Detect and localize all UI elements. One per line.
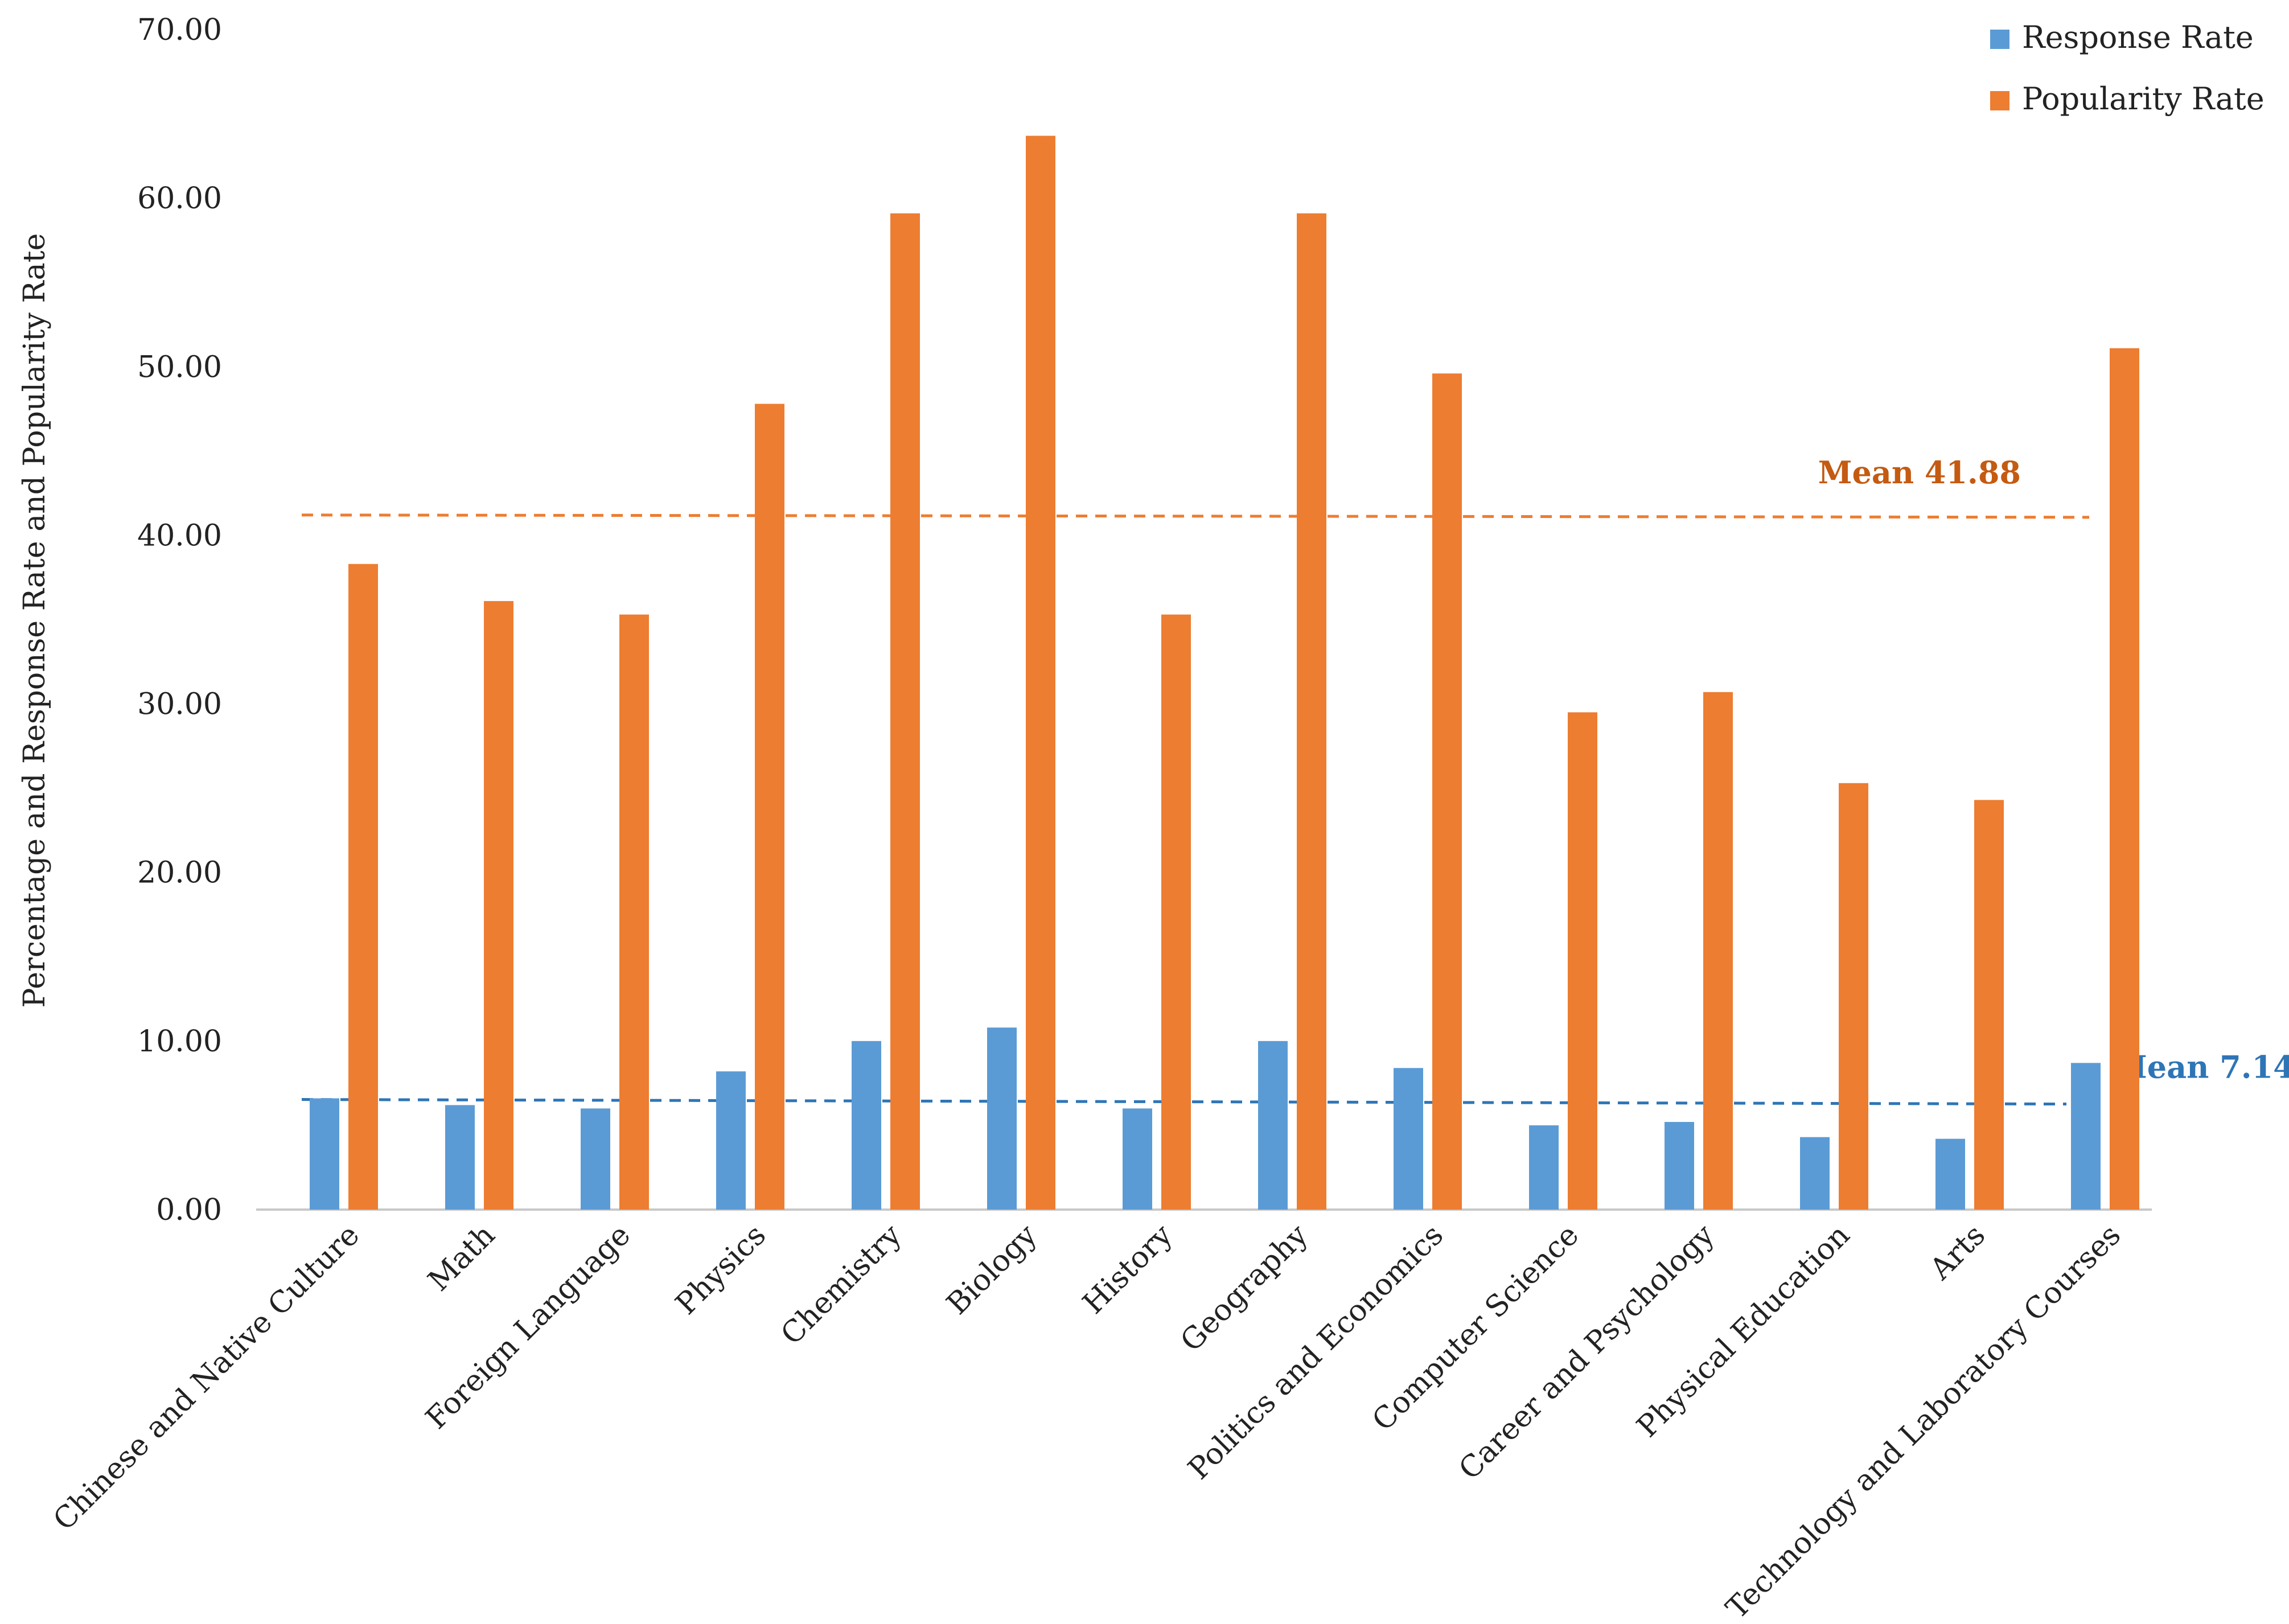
bar-response-rate bbox=[1258, 1041, 1288, 1210]
x-tick-label: Career and Psychology bbox=[1452, 1218, 1721, 1486]
bar-response-rate bbox=[1665, 1122, 1694, 1210]
y-tick-label: 50.00 bbox=[137, 350, 222, 384]
bar-popularity-rate bbox=[890, 213, 920, 1210]
bar-popularity-rate bbox=[1568, 712, 1597, 1210]
bar-response-rate bbox=[1529, 1125, 1559, 1210]
y-tick-label: 30.00 bbox=[137, 688, 222, 722]
x-tick-label: Physics bbox=[669, 1218, 772, 1322]
bar-popularity-rate bbox=[1297, 213, 1326, 1210]
x-tick-label: Politics and Economics bbox=[1182, 1218, 1450, 1486]
y-axis-title: Percentage and Response Rate and Popular… bbox=[18, 233, 52, 1008]
bar-response-rate bbox=[445, 1105, 475, 1210]
x-tick-label: Biology bbox=[940, 1218, 1044, 1321]
legend-swatch bbox=[1990, 30, 2009, 49]
legend-label: Popularity Rate bbox=[2022, 81, 2265, 117]
bar-response-rate bbox=[852, 1041, 881, 1210]
bar-popularity-rate bbox=[619, 614, 649, 1210]
bar-popularity-rate bbox=[1026, 135, 1055, 1210]
mean-line bbox=[301, 513, 2090, 519]
x-tick-label: Math bbox=[422, 1218, 502, 1298]
bar-popularity-rate bbox=[1432, 373, 1462, 1210]
bar-response-rate bbox=[716, 1071, 746, 1210]
x-tick-label: Chemistry bbox=[775, 1218, 909, 1351]
bar-popularity-rate bbox=[484, 601, 513, 1210]
bar-response-rate bbox=[1935, 1138, 1965, 1210]
bar-response-rate bbox=[310, 1098, 339, 1210]
legend-swatch bbox=[1990, 91, 2009, 110]
x-tick-label: Geography bbox=[1174, 1218, 1314, 1358]
mean-line bbox=[301, 1098, 2067, 1106]
bar-popularity-rate bbox=[755, 404, 784, 1210]
bar-response-rate bbox=[2071, 1063, 2101, 1210]
legend: Response Rate Popularity Rate bbox=[1990, 19, 2265, 117]
bar-response-rate bbox=[987, 1027, 1017, 1210]
bar-popularity-rate bbox=[1703, 692, 1733, 1210]
mean-label: Mean 41.88 bbox=[1818, 454, 2021, 491]
bar-popularity-rate bbox=[1161, 614, 1191, 1210]
bar-response-rate bbox=[581, 1108, 610, 1210]
bar-response-rate bbox=[1123, 1108, 1152, 1210]
bar-popularity-rate bbox=[1839, 783, 1868, 1210]
bar-popularity-rate bbox=[2110, 348, 2139, 1210]
bar-popularity-rate bbox=[348, 564, 378, 1210]
x-tick-label: Arts bbox=[1923, 1218, 1992, 1287]
y-tick-label: 40.00 bbox=[137, 519, 222, 553]
x-tick-label: History bbox=[1076, 1218, 1180, 1321]
mean-label: Mean 7.14 bbox=[2113, 1049, 2289, 1086]
bar-response-rate bbox=[1394, 1068, 1423, 1210]
y-tick-label: 70.00 bbox=[137, 13, 222, 47]
legend-label: Response Rate bbox=[2022, 19, 2254, 55]
y-tick-label: 60.00 bbox=[137, 182, 222, 216]
y-tick-label: 0.00 bbox=[156, 1193, 222, 1227]
y-tick-label: 10.00 bbox=[137, 1025, 222, 1059]
bar-popularity-rate bbox=[1974, 800, 2004, 1210]
bar-response-rate bbox=[1800, 1137, 1830, 1210]
x-tick-label: Chinese and Native Culture bbox=[47, 1218, 366, 1537]
y-tick-label: 20.00 bbox=[137, 856, 222, 890]
